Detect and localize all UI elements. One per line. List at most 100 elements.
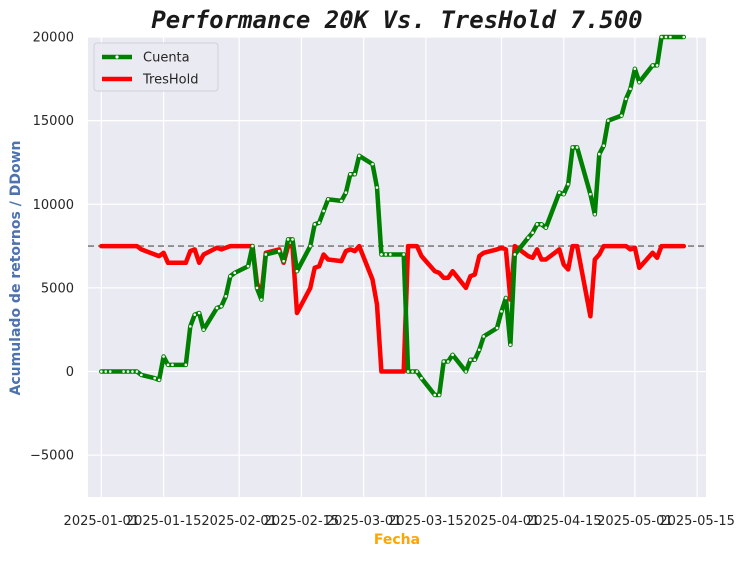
- legend-label-cuenta: Cuenta: [143, 51, 190, 66]
- y-tick-label: 10000: [33, 198, 74, 213]
- data-point-cuenta: [477, 347, 482, 352]
- data-point-cuenta: [535, 222, 539, 227]
- data-point-cuenta: [139, 372, 144, 377]
- data-point-cuenta: [655, 63, 659, 68]
- x-tick-label: 2025-03-01: [326, 514, 402, 529]
- data-point-cuenta: [539, 222, 544, 227]
- data-point-cuenta: [512, 252, 517, 257]
- data-point-cuenta: [326, 197, 330, 202]
- x-tick-label: 2025-03-15: [388, 514, 464, 529]
- x-tick-label: 2025-04-01: [464, 514, 540, 529]
- data-point-cuenta: [295, 269, 299, 274]
- data-point-cuenta: [566, 182, 571, 187]
- data-point-cuenta: [135, 369, 139, 374]
- data-point-cuenta: [592, 212, 597, 217]
- data-point-cuenta: [183, 362, 188, 367]
- data-point-cuenta: [201, 327, 206, 332]
- series-lines: [99, 34, 687, 398]
- legend-marker: [115, 55, 119, 59]
- data-point-cuenta: [557, 190, 562, 195]
- data-point-cuenta: [597, 152, 602, 156]
- data-point-cuenta: [277, 249, 282, 254]
- data-point-cuenta: [126, 369, 130, 374]
- plot-area: [88, 37, 706, 497]
- data-point-cuenta: [388, 252, 393, 257]
- data-point-cuenta: [263, 252, 268, 257]
- data-point-cuenta: [432, 393, 437, 397]
- data-point-cuenta: [472, 357, 477, 362]
- data-point-cuenta: [108, 369, 113, 374]
- data-point-cuenta: [383, 252, 388, 257]
- data-point-cuenta: [166, 362, 170, 367]
- data-point-cuenta: [415, 369, 419, 374]
- x-tick-label: 2025-04-15: [526, 514, 602, 529]
- data-point-cuenta: [668, 35, 673, 39]
- data-point-cuenta: [570, 145, 575, 150]
- data-point-cuenta: [343, 190, 348, 195]
- data-point-cuenta: [157, 378, 162, 382]
- x-tick-label: 2025-02-01: [201, 514, 277, 529]
- data-point-cuenta: [628, 86, 633, 91]
- data-point-cuenta: [152, 376, 157, 381]
- data-point-cuenta: [561, 192, 566, 197]
- y-tick-label: 0: [66, 365, 74, 380]
- data-point-cuenta: [606, 118, 611, 123]
- chart-title: Performance 20K Vs. TresHold 7.500: [151, 6, 642, 34]
- data-point-cuenta: [219, 304, 224, 309]
- data-point-cuenta: [170, 362, 175, 367]
- data-point-cuenta: [419, 376, 424, 381]
- data-point-cuenta: [544, 225, 548, 230]
- data-point-cuenta: [348, 172, 353, 177]
- data-point-cuenta: [223, 294, 228, 299]
- data-point-cuenta: [526, 235, 531, 240]
- data-point-cuenta: [255, 286, 259, 290]
- legend: Cuenta TresHold: [93, 42, 219, 92]
- data-point-cuenta: [632, 66, 637, 71]
- data-point-cuenta: [259, 297, 264, 302]
- data-point-cuenta: [588, 192, 593, 197]
- data-point-cuenta: [130, 369, 135, 374]
- data-point-cuenta: [232, 270, 237, 275]
- data-point-cuenta: [308, 244, 313, 248]
- data-point-cuenta: [659, 35, 664, 39]
- y-axis-ticks: −5000 0 5000 10000 15000 20000: [30, 31, 74, 464]
- data-point-cuenta: [192, 312, 197, 317]
- data-point-cuenta: [215, 306, 219, 310]
- data-point-cuenta: [312, 222, 317, 227]
- data-point-cuenta: [188, 324, 193, 329]
- data-point-cuenta: [317, 220, 322, 225]
- data-point-cuenta: [504, 296, 508, 300]
- data-point-cuenta: [352, 172, 357, 177]
- data-point-cuenta: [481, 334, 486, 339]
- data-point-cuenta: [637, 80, 642, 85]
- data-point-cuenta: [437, 393, 442, 397]
- y-tick-label: 20000: [33, 31, 74, 46]
- data-point-cuenta: [464, 369, 468, 374]
- y-axis-label: Acumulado de retornos / DDown: [8, 141, 24, 396]
- y-tick-label: 15000: [33, 114, 74, 129]
- data-point-cuenta: [121, 369, 126, 374]
- x-axis-label: Fecha: [374, 532, 420, 548]
- data-point-cuenta: [664, 35, 668, 39]
- data-point-cuenta: [286, 237, 290, 242]
- data-point-cuenta: [575, 145, 579, 150]
- data-point-cuenta: [619, 113, 624, 118]
- data-point-cuenta: [339, 199, 344, 203]
- data-point-cuenta: [99, 369, 104, 374]
- data-point-cuenta: [281, 259, 286, 264]
- legend-label-treshold: TresHold: [142, 73, 198, 88]
- data-point-cuenta: [246, 264, 250, 269]
- data-point-cuenta: [624, 96, 628, 101]
- data-point-cuenta: [357, 153, 362, 158]
- x-tick-label: 2025-05-15: [659, 514, 735, 529]
- x-tick-label: 2025-05-01: [597, 514, 673, 529]
- data-point-cuenta: [406, 369, 411, 374]
- series-line-cuenta: [99, 34, 687, 398]
- data-point-cuenta: [468, 357, 473, 362]
- data-point-cuenta: [650, 63, 655, 68]
- x-tick-label: 2025-01-15: [126, 514, 202, 529]
- x-tick-label: 2025-01-01: [64, 514, 140, 529]
- data-point-cuenta: [410, 369, 415, 374]
